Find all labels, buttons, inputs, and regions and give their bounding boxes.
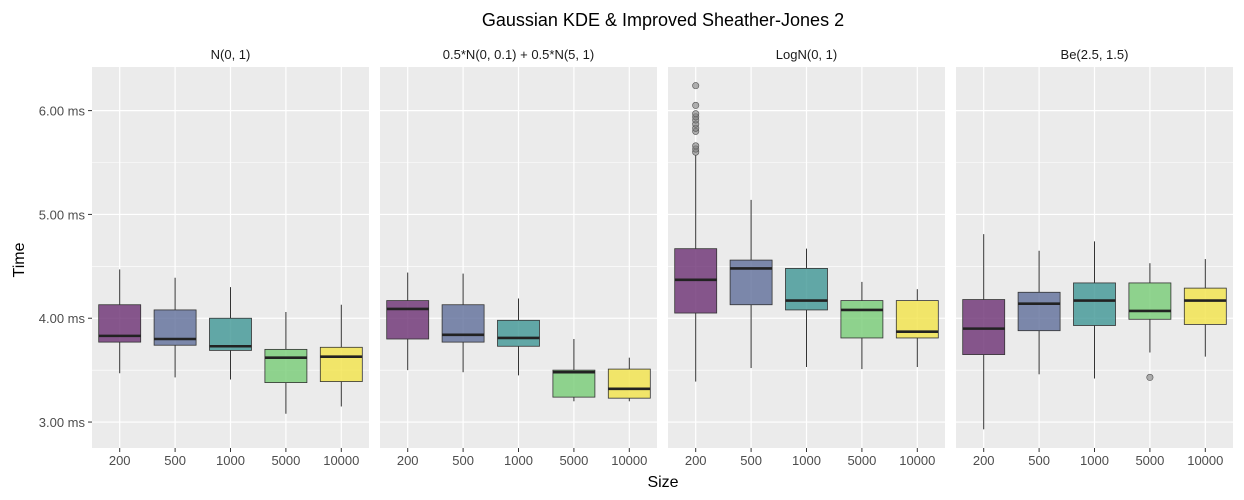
strip-label: N(0, 1)	[211, 47, 251, 62]
boxplot-10000	[895, 289, 939, 368]
box-iqr	[1017, 291, 1061, 332]
box-iqr	[319, 346, 363, 382]
y-tick-label: 3.00 ms	[39, 415, 86, 430]
x-tick-label: 5000	[847, 453, 876, 468]
boxplot-1000	[209, 287, 252, 380]
boxplot-10000	[1183, 259, 1227, 357]
box-iqr	[1073, 282, 1116, 326]
x-tick-label: 500	[452, 453, 474, 468]
x-tick-label: 200	[685, 453, 707, 468]
x-tick-label: 200	[109, 453, 131, 468]
boxplot-1000	[785, 248, 828, 368]
box-iqr	[962, 299, 1006, 355]
strip-background	[668, 42, 945, 67]
x-tick-label: 10000	[611, 453, 647, 468]
y-tick-label: 5.00 ms	[39, 207, 86, 222]
box-iqr	[386, 300, 430, 340]
box-iqr	[441, 304, 485, 343]
x-tick-label: 500	[1028, 453, 1050, 468]
x-tick-label: 5000	[271, 453, 300, 468]
boxplot-200	[386, 272, 430, 371]
x-tick-label: 1000	[216, 453, 245, 468]
box-iqr	[840, 300, 884, 339]
outlier-point	[1146, 373, 1154, 381]
x-tick-label: 1000	[504, 453, 533, 468]
y-axis: 3.00 ms 4.00 ms 5.00 ms 6.00 ms	[39, 104, 92, 430]
chart-title: Gaussian KDE & Improved Sheather-Jones 2	[482, 10, 844, 30]
boxplot-500	[441, 273, 485, 373]
box-iqr	[729, 259, 773, 306]
boxplot-200	[962, 234, 1006, 430]
outlier-point	[692, 82, 700, 90]
panel-3: LogN(0, 1) 200 500 1000 5000 10000	[668, 42, 945, 468]
boxplot-500	[153, 277, 197, 378]
x-axis-title: Size	[647, 474, 678, 491]
panel-4: Be(2.5, 1.5) 200 500 1000 5000 10000	[956, 42, 1233, 468]
boxplot-200	[98, 269, 142, 374]
boxplot-200	[674, 82, 718, 382]
boxplot-1000	[1073, 241, 1116, 379]
y-tick-label: 6.00 ms	[39, 104, 86, 119]
boxplot-5000	[264, 312, 308, 414]
strip-background	[956, 42, 1233, 67]
boxplot-10000	[319, 304, 363, 407]
outlier-point	[692, 110, 700, 118]
box-iqr	[1183, 287, 1227, 325]
outlier-point	[692, 101, 700, 109]
x-tick-label: 10000	[899, 453, 935, 468]
boxplot-500	[1017, 250, 1061, 375]
box-iqr	[785, 268, 828, 311]
x-tick-label: 5000	[1135, 453, 1164, 468]
x-tick-label: 10000	[323, 453, 359, 468]
box-iqr	[1128, 282, 1172, 320]
x-tick-label: 1000	[1080, 453, 1109, 468]
boxplot-5000	[840, 281, 884, 370]
x-tick-label: 200	[397, 453, 419, 468]
strip-background	[380, 42, 657, 67]
boxplot-1000	[497, 298, 540, 376]
boxplot-500	[729, 199, 773, 369]
strip-label: LogN(0, 1)	[776, 47, 837, 62]
strip-label: Be(2.5, 1.5)	[1061, 47, 1129, 62]
outlier-point	[692, 142, 700, 150]
x-tick-label: 500	[164, 453, 186, 468]
boxplot-5000	[1128, 263, 1172, 381]
panel-1: N(0, 1) 200 500 1000 5000 10000	[92, 42, 369, 468]
x-tick-label: 10000	[1187, 453, 1223, 468]
box-iqr	[607, 368, 651, 399]
box-iqr	[497, 319, 540, 347]
x-tick-label: 5000	[559, 453, 588, 468]
box-iqr	[264, 348, 308, 383]
y-axis-title: Time	[11, 242, 28, 277]
strip-background	[92, 42, 369, 67]
x-tick-label: 500	[740, 453, 762, 468]
x-tick-label: 1000	[792, 453, 821, 468]
y-tick-label: 4.00 ms	[39, 311, 86, 326]
strip-label: 0.5*N(0, 0.1) + 0.5*N(5, 1)	[443, 47, 594, 62]
panel-2: 0.5*N(0, 0.1) + 0.5*N(5, 1) 200 500 1000 500…	[380, 42, 657, 468]
box-iqr	[552, 369, 596, 398]
boxplot-5000	[552, 338, 596, 402]
boxplot-10000	[607, 357, 651, 402]
x-tick-label: 200	[973, 453, 995, 468]
